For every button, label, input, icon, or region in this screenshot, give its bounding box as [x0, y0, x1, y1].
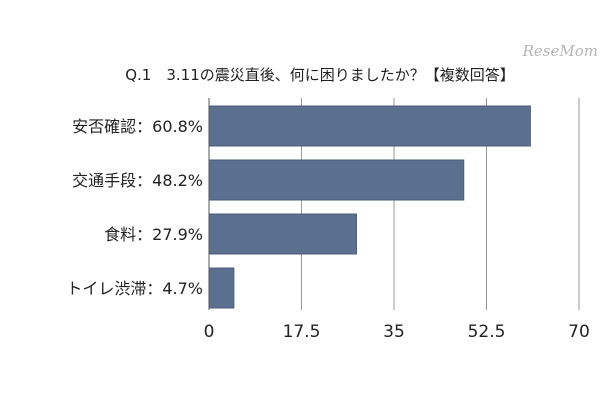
- bar: [208, 267, 235, 309]
- bar: [208, 213, 357, 255]
- x-tick-label: 17.5: [283, 322, 321, 342]
- bars: [208, 105, 531, 309]
- x-tick-label: 0: [204, 322, 215, 342]
- x-tick-label: 35: [383, 322, 405, 342]
- category-labels: 安否確認：60.8% 交通手段：48.2% 食料：27.9% トイレ渋滞：4.7%: [66, 117, 203, 298]
- category-label: 食料：27.9%: [104, 225, 203, 244]
- category-label: 交通手段：48.2%: [72, 171, 203, 190]
- x-tick-label: 52.5: [468, 322, 506, 342]
- x-tick-labels: 0 17.5 35 52.5 70: [204, 322, 590, 342]
- bar: [208, 105, 531, 147]
- chart-title: Q.1 3.11の震災直後、何に困りましたか？【複数回答】: [125, 66, 515, 84]
- x-tick-label: 70: [568, 322, 590, 342]
- watermark-logo: ReseMom: [522, 42, 598, 60]
- category-label: 安否確認：60.8%: [72, 117, 203, 136]
- category-label: トイレ渋滞：4.7%: [66, 279, 203, 298]
- bar: [208, 159, 465, 201]
